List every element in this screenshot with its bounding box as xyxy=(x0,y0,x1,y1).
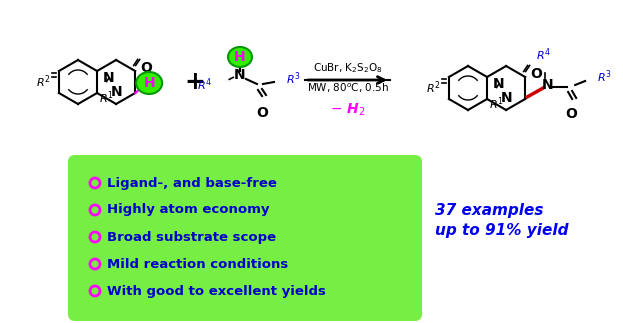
Text: Ligand-, and base-free: Ligand-, and base-free xyxy=(107,176,277,190)
Text: $R^3$: $R^3$ xyxy=(597,69,612,85)
Text: N: N xyxy=(541,78,553,92)
Text: $R^1$: $R^1$ xyxy=(489,96,504,112)
Text: With good to excellent yields: With good to excellent yields xyxy=(107,285,326,297)
Text: $R^2$: $R^2$ xyxy=(36,74,51,90)
Text: O: O xyxy=(565,107,577,121)
Text: N: N xyxy=(493,78,505,91)
Text: Broad substrate scope: Broad substrate scope xyxy=(107,231,276,244)
Text: $R^2$: $R^2$ xyxy=(426,80,441,96)
Text: $R^3$: $R^3$ xyxy=(286,71,301,87)
Text: H: H xyxy=(234,50,246,64)
Text: $R^1$: $R^1$ xyxy=(99,89,114,106)
Text: $−$ H$_2$: $−$ H$_2$ xyxy=(330,102,365,118)
Text: CuBr, K$_2$S$_2$O$_8$: CuBr, K$_2$S$_2$O$_8$ xyxy=(313,61,383,75)
Text: N: N xyxy=(234,68,246,82)
Text: N: N xyxy=(103,71,115,86)
Text: H: H xyxy=(143,76,155,90)
Ellipse shape xyxy=(228,47,252,67)
Text: O: O xyxy=(256,106,268,120)
Text: N: N xyxy=(500,91,512,105)
Text: O: O xyxy=(141,61,153,76)
Text: up to 91% yield: up to 91% yield xyxy=(435,223,569,237)
Text: 37 examples: 37 examples xyxy=(435,203,543,217)
Ellipse shape xyxy=(136,72,162,94)
Text: Highly atom economy: Highly atom economy xyxy=(107,203,270,216)
Text: O: O xyxy=(531,68,543,81)
FancyBboxPatch shape xyxy=(68,155,422,321)
Text: Mild reaction conditions: Mild reaction conditions xyxy=(107,257,288,270)
Text: MW, 80$^o$C, 0.5h: MW, 80$^o$C, 0.5h xyxy=(307,81,389,95)
Text: +: + xyxy=(184,70,206,94)
Text: $R^4$: $R^4$ xyxy=(197,77,212,93)
Text: N: N xyxy=(110,85,122,99)
Text: $R^4$: $R^4$ xyxy=(536,47,551,63)
